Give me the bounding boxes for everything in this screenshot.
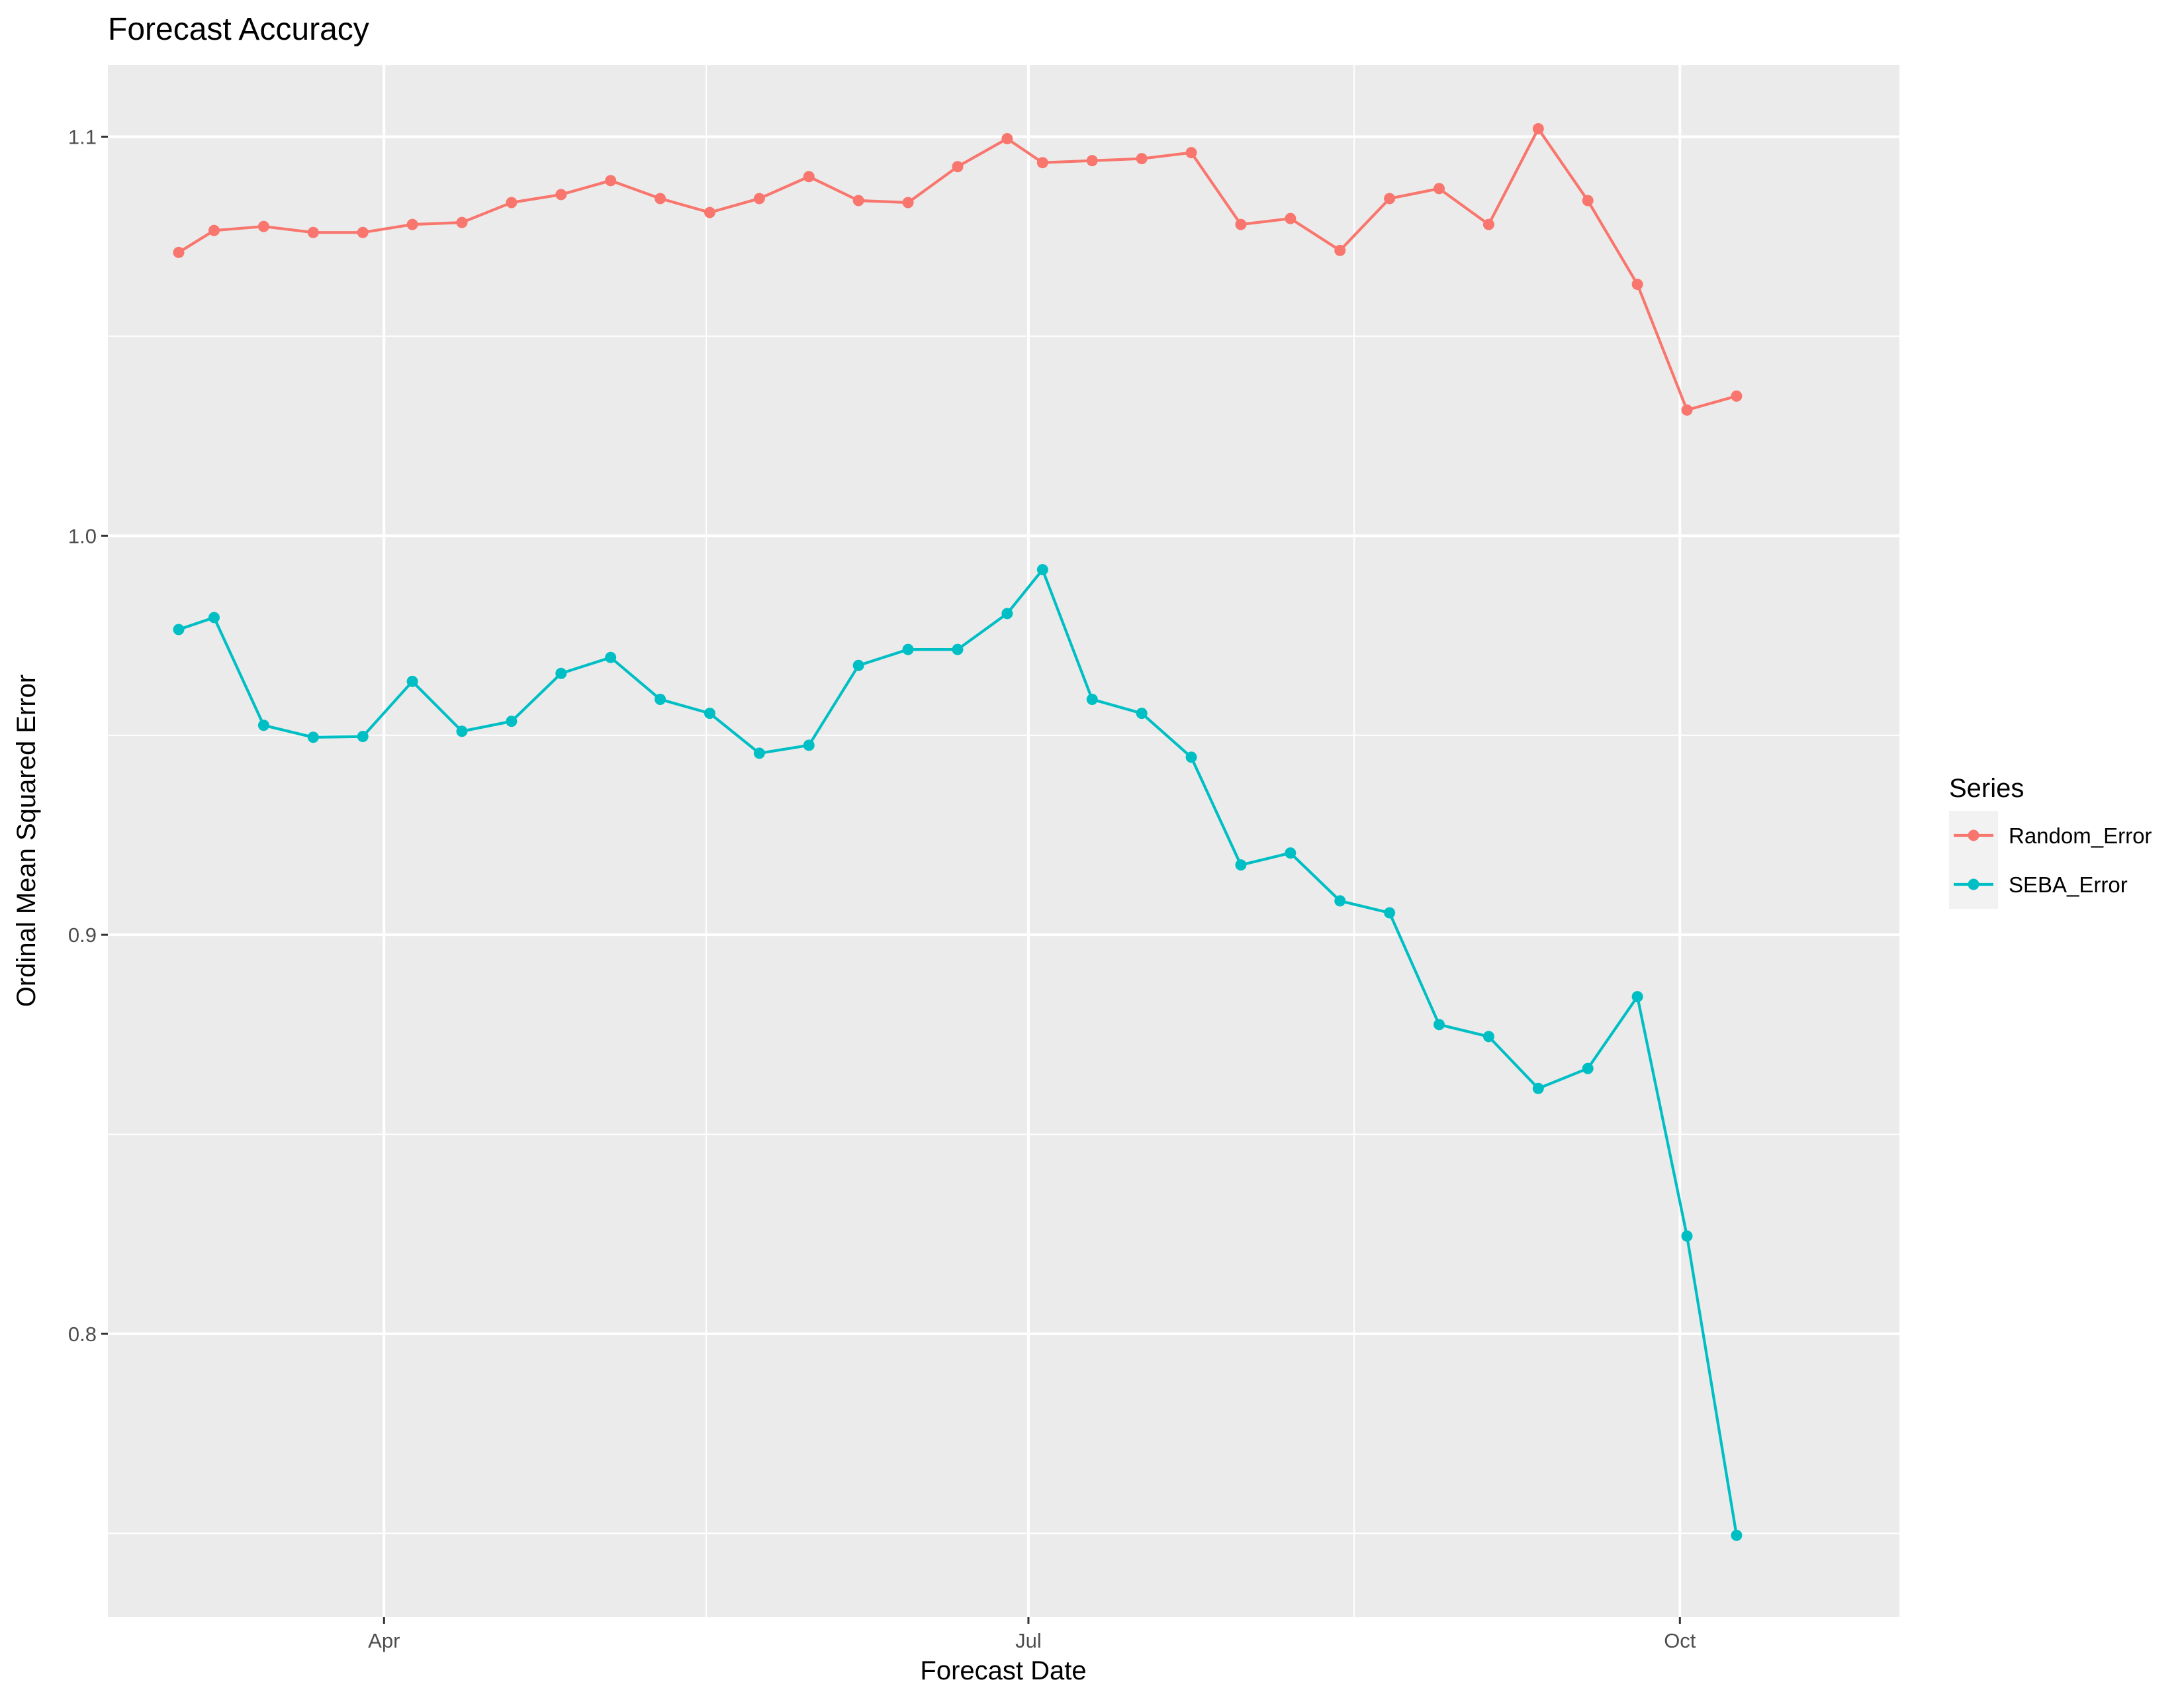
random-error-point — [803, 171, 815, 183]
random-error-point — [1681, 404, 1693, 416]
random-error-point — [605, 175, 617, 187]
random-error-point — [704, 207, 715, 218]
seba-error-point — [1086, 693, 1098, 705]
seba-error-point — [357, 731, 369, 743]
random-error-point — [1185, 147, 1197, 159]
random-error-point — [1235, 218, 1247, 230]
x-tick-label: Jul — [1015, 1629, 1042, 1652]
seba-error-point — [1532, 1082, 1544, 1094]
random-error-point — [1334, 244, 1346, 256]
random-error-point — [357, 226, 369, 238]
random-error-point — [456, 216, 468, 228]
seba-error-point — [1235, 859, 1247, 871]
random-error-point — [1086, 155, 1098, 167]
seba-error-point — [753, 747, 765, 759]
y-axis-ticks: 0.8 0.9 1.0 1.1 — [68, 126, 108, 1346]
plot-panel — [108, 65, 1899, 1617]
random-error-point — [208, 224, 220, 236]
random-error-point — [852, 195, 864, 207]
x-axis-ticks: Apr Jul Oct — [368, 1617, 1696, 1652]
seba-error-legend-label: SEBA_Error — [2009, 872, 2128, 897]
seba-error-point — [1482, 1031, 1494, 1043]
seba-error-point — [952, 643, 964, 655]
random-error-legend-label: Random_Error — [2009, 823, 2152, 848]
seba-error-point — [257, 720, 269, 731]
seba-error-point — [1631, 991, 1643, 1003]
seba-error-point — [1136, 708, 1148, 720]
random-error-point — [753, 193, 765, 205]
x-tick-label: Apr — [368, 1629, 400, 1652]
series-layer — [173, 122, 1743, 1541]
seba-error-point — [456, 726, 468, 737]
seba-error-point — [406, 675, 418, 687]
legend: Series Random_Error SEBA_Error — [1949, 774, 2152, 909]
chart-title: Forecast Accuracy — [108, 12, 369, 47]
random-error-point — [307, 226, 319, 238]
random-error-point — [902, 197, 914, 209]
minor-gridlines — [108, 65, 1899, 1617]
y-tick-label: 0.9 — [68, 923, 97, 947]
seba-error-point — [605, 651, 617, 663]
random-error-point — [655, 193, 666, 205]
y-tick-label: 1.1 — [68, 126, 97, 149]
seba-error-point — [1384, 907, 1396, 919]
random-error-point — [173, 246, 185, 258]
legend-title: Series — [1949, 774, 2024, 803]
x-axis-title: Forecast Date — [920, 1656, 1086, 1685]
seba-error-point — [655, 693, 666, 705]
random-error-point — [1001, 133, 1013, 145]
random-error-point — [1136, 153, 1148, 165]
seba-error-point — [506, 716, 518, 727]
seba-error-point — [852, 659, 864, 671]
seba-error-legend-point — [1968, 878, 1979, 890]
random-error-point — [952, 161, 964, 173]
seba-error-point — [1433, 1019, 1445, 1031]
random-error-point — [1582, 195, 1594, 207]
y-tick-label: 1.0 — [68, 524, 97, 547]
seba-error-point — [803, 739, 815, 751]
y-tick-label: 0.8 — [68, 1323, 97, 1346]
random-error-point — [555, 189, 567, 201]
y-axis-title: Ordinal Mean Squared Error — [12, 675, 41, 1007]
random-error-point — [1482, 218, 1494, 230]
seba-error-point — [1036, 564, 1048, 576]
random-error-point — [1631, 279, 1643, 291]
seba-error-point — [902, 643, 914, 655]
random-error-point — [1532, 122, 1544, 134]
random-error-point — [1384, 193, 1396, 205]
x-tick-label: Oct — [1664, 1629, 1696, 1652]
random-error-point — [1731, 390, 1743, 402]
random-error-point — [1433, 183, 1445, 195]
random-error-point — [1036, 157, 1048, 169]
seba-error-point — [1334, 895, 1346, 907]
random-error-point — [406, 218, 418, 230]
seba-error-point — [555, 667, 567, 679]
seba-error-point — [173, 624, 185, 635]
seba-error-point — [1185, 751, 1197, 763]
seba-error-point — [1731, 1529, 1743, 1541]
random-error-legend-point — [1968, 829, 1979, 841]
seba-error-point — [704, 708, 715, 720]
seba-error-point — [1001, 608, 1013, 620]
seba-error-point — [208, 612, 220, 624]
seba-error-point — [307, 731, 319, 743]
seba-error-point — [1681, 1230, 1693, 1242]
random-error-point — [506, 197, 518, 209]
random-error-point — [257, 220, 269, 232]
seba-error-point — [1582, 1062, 1594, 1074]
random-error-point — [1285, 212, 1297, 224]
seba-error-point — [1285, 847, 1297, 859]
